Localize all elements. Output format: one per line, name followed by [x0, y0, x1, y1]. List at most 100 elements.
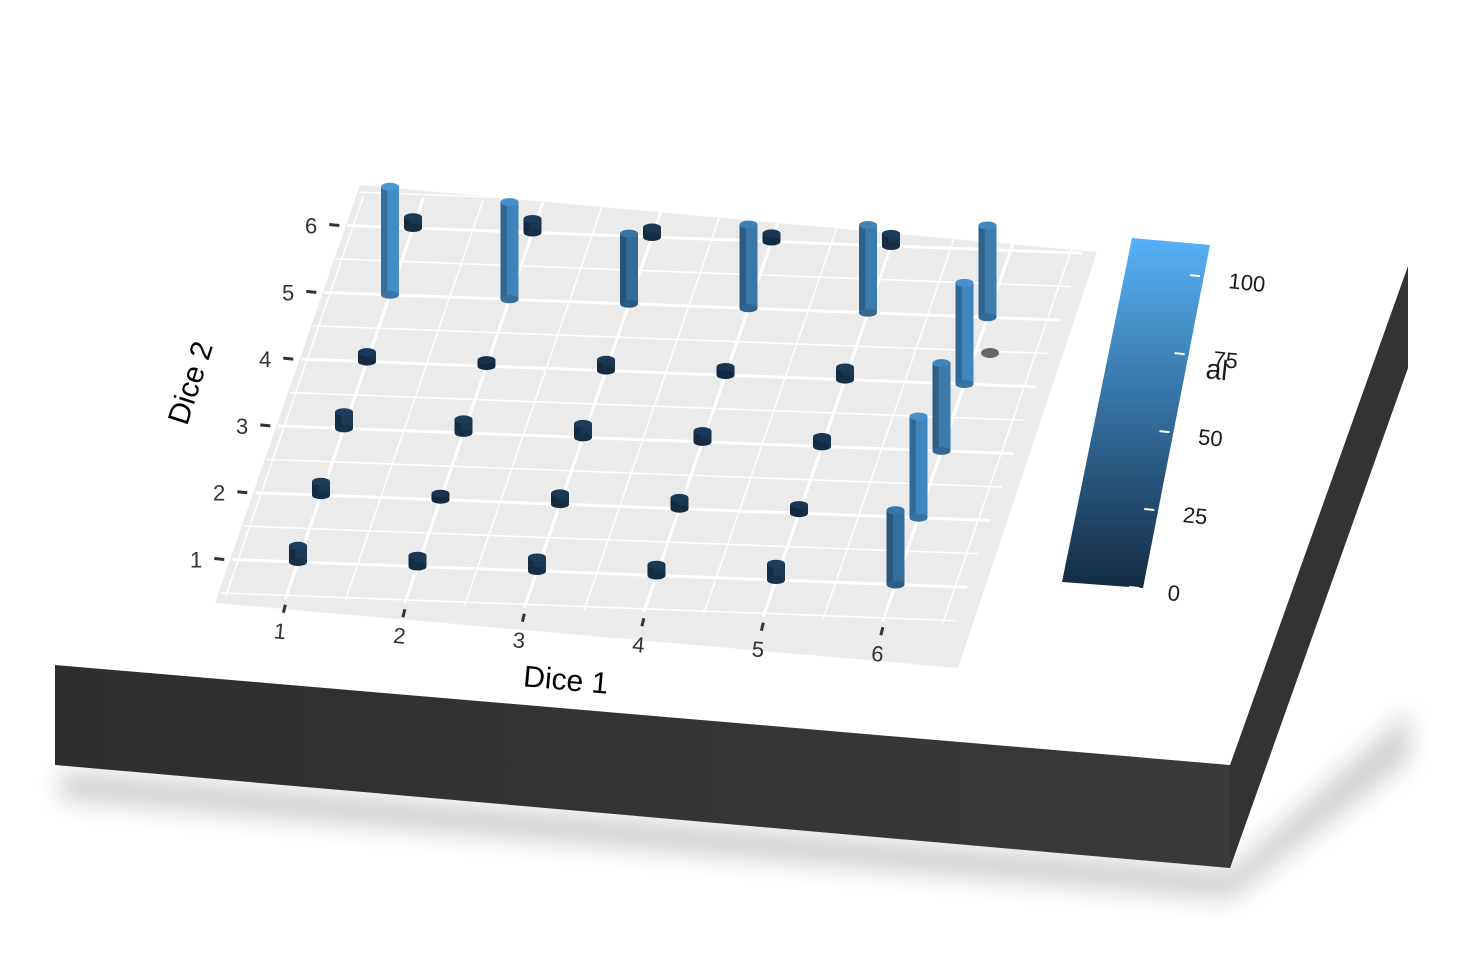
bar-shade [909, 416, 916, 518]
legend-tick-mark [1144, 508, 1155, 512]
bar-top [500, 198, 519, 207]
grid-line-y [266, 458, 1002, 488]
bar-bottom [289, 558, 307, 566]
bar-shade [312, 481, 319, 496]
bar [620, 229, 638, 308]
bar-top [978, 221, 997, 230]
bar [404, 213, 422, 232]
bar-shade [620, 233, 627, 304]
bar-top [289, 541, 307, 550]
bar-shade [454, 419, 461, 433]
grid-line-x [702, 213, 843, 615]
y-tick-label: 3 [236, 414, 248, 439]
grid-line-y [312, 324, 1048, 355]
bar [813, 432, 831, 451]
bar-shade [574, 423, 581, 438]
bars [289, 182, 997, 589]
x-tick-label: 3 [512, 627, 526, 653]
grid-line-x [761, 215, 903, 618]
bar-bottom [620, 299, 638, 308]
grid-line-y [220, 592, 956, 622]
bar-bottom [523, 228, 542, 237]
bar [909, 412, 928, 522]
bar-shade [978, 225, 985, 318]
y-tick-label: 6 [305, 214, 317, 239]
grid-line-y [358, 191, 1094, 221]
x-tick-mark [520, 613, 526, 623]
y-tick-mark [283, 356, 294, 361]
bar [574, 419, 592, 442]
bar [882, 229, 900, 250]
bar-body [762, 233, 781, 242]
bar-top [932, 359, 951, 368]
y-tick-mark [214, 557, 225, 562]
grid-line-x [881, 219, 1023, 622]
bar-top [886, 506, 905, 515]
x-tick-mark [879, 626, 885, 636]
bar-top [528, 553, 546, 562]
y-tick-mark [260, 423, 271, 428]
bar-shade [932, 363, 939, 451]
bar-bottom [882, 242, 900, 250]
bar [358, 348, 376, 366]
x-tick-mark [640, 617, 646, 627]
bar-body [716, 367, 735, 376]
bar-top [643, 223, 661, 232]
bar [739, 220, 758, 313]
grid-line-x [224, 195, 365, 597]
x-axis-title: Dice 1 [522, 660, 610, 700]
grid-line-y [243, 525, 979, 555]
bar-shade [739, 224, 746, 309]
bar-bottom [551, 500, 569, 509]
bar-top [767, 559, 785, 568]
bar-body [693, 431, 712, 442]
bar [955, 278, 974, 389]
bar [523, 215, 542, 237]
bar-shade [528, 557, 535, 571]
bar-bottom [693, 437, 712, 446]
color-legend: al 0 25 50 75 100 [1062, 238, 1267, 606]
bar-top [882, 229, 900, 238]
x-tick-mark [401, 608, 407, 618]
bar-body [597, 359, 615, 371]
bar-top [358, 348, 376, 357]
x-tick-label: 5 [751, 636, 765, 662]
bar [643, 223, 661, 241]
bar-shade [859, 225, 866, 313]
bar-bottom [404, 224, 422, 232]
bar [477, 356, 496, 371]
bar-bottom [528, 567, 546, 575]
bar-top [404, 213, 422, 222]
grid-line-x [941, 222, 1082, 624]
bar-top [813, 432, 831, 441]
bar-bottom [978, 313, 997, 322]
bar-top [859, 221, 877, 230]
y-tick-label: 2 [213, 481, 225, 506]
x-tick-label: 6 [870, 641, 884, 667]
bar-bottom [932, 446, 951, 455]
bar-bottom [477, 362, 496, 371]
gridlines [220, 191, 1094, 624]
bar-bottom [597, 366, 615, 375]
legend-title: al [1204, 353, 1229, 386]
bar-bottom [312, 491, 330, 500]
grid-line-x [344, 199, 484, 602]
bar-shade [643, 227, 650, 237]
bar-top [836, 363, 854, 372]
bar-body [358, 352, 376, 362]
bar-bottom [739, 304, 758, 313]
legend-tick-mark [1189, 274, 1201, 278]
bar-bottom [647, 571, 666, 580]
grid-line-x [642, 210, 784, 613]
bar-top [551, 489, 569, 498]
legend-ticks: 0 25 50 75 100 [1128, 268, 1267, 606]
x-tick-mark [281, 604, 287, 614]
legend-tick-label: 25 [1182, 502, 1209, 529]
bar-shade [882, 233, 889, 246]
bar-top [312, 477, 330, 486]
bar-body [643, 227, 661, 237]
bar [670, 493, 689, 513]
bar-shade [404, 217, 411, 228]
x-tick-mark [759, 622, 765, 632]
bar-top [620, 229, 638, 238]
